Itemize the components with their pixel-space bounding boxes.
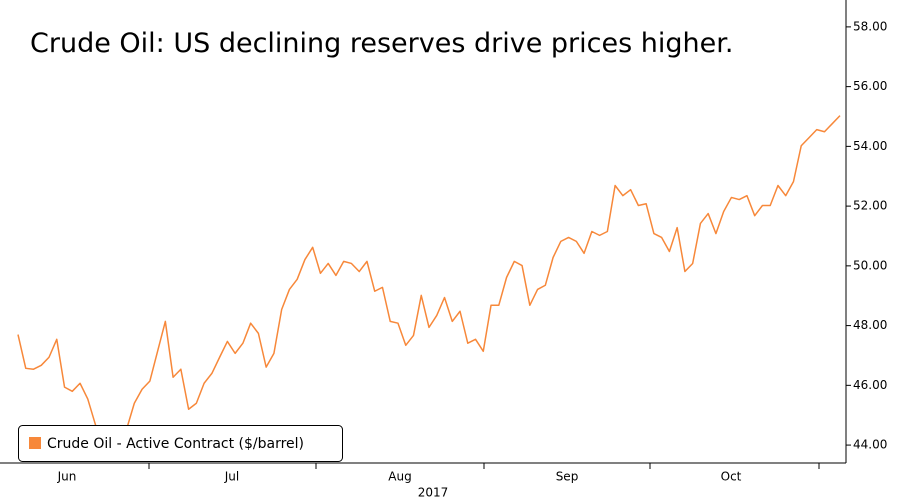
y-tick-label: 44.00	[853, 438, 887, 452]
x-tick-label: Jun	[57, 470, 77, 484]
x-tick-label: Sep	[556, 470, 579, 484]
y-tick-label: 58.00	[853, 19, 887, 33]
y-tick-label: 48.00	[853, 318, 887, 332]
legend-label: Crude Oil - Active Contract ($/barrel)	[47, 436, 304, 452]
y-tick-label: 46.00	[853, 378, 887, 392]
legend-box	[18, 425, 343, 462]
x-tick-label: Jul	[224, 470, 239, 484]
y-tick-label: 50.00	[853, 258, 887, 272]
y-tick-label: 56.00	[853, 79, 887, 93]
line-series	[17, 115, 841, 456]
x-tick-label: Aug	[388, 470, 411, 484]
y-tick-label: 54.00	[853, 139, 887, 153]
chart-title: Crude Oil: US declining reserves drive p…	[30, 28, 733, 59]
x-sublabel: 2017	[418, 486, 449, 500]
legend: Crude Oil - Active Contract ($/barrel)	[18, 425, 343, 462]
x-tick-label: Oct	[721, 470, 742, 484]
y-tick-label: 52.00	[853, 199, 887, 213]
legend-swatch	[29, 437, 41, 449]
